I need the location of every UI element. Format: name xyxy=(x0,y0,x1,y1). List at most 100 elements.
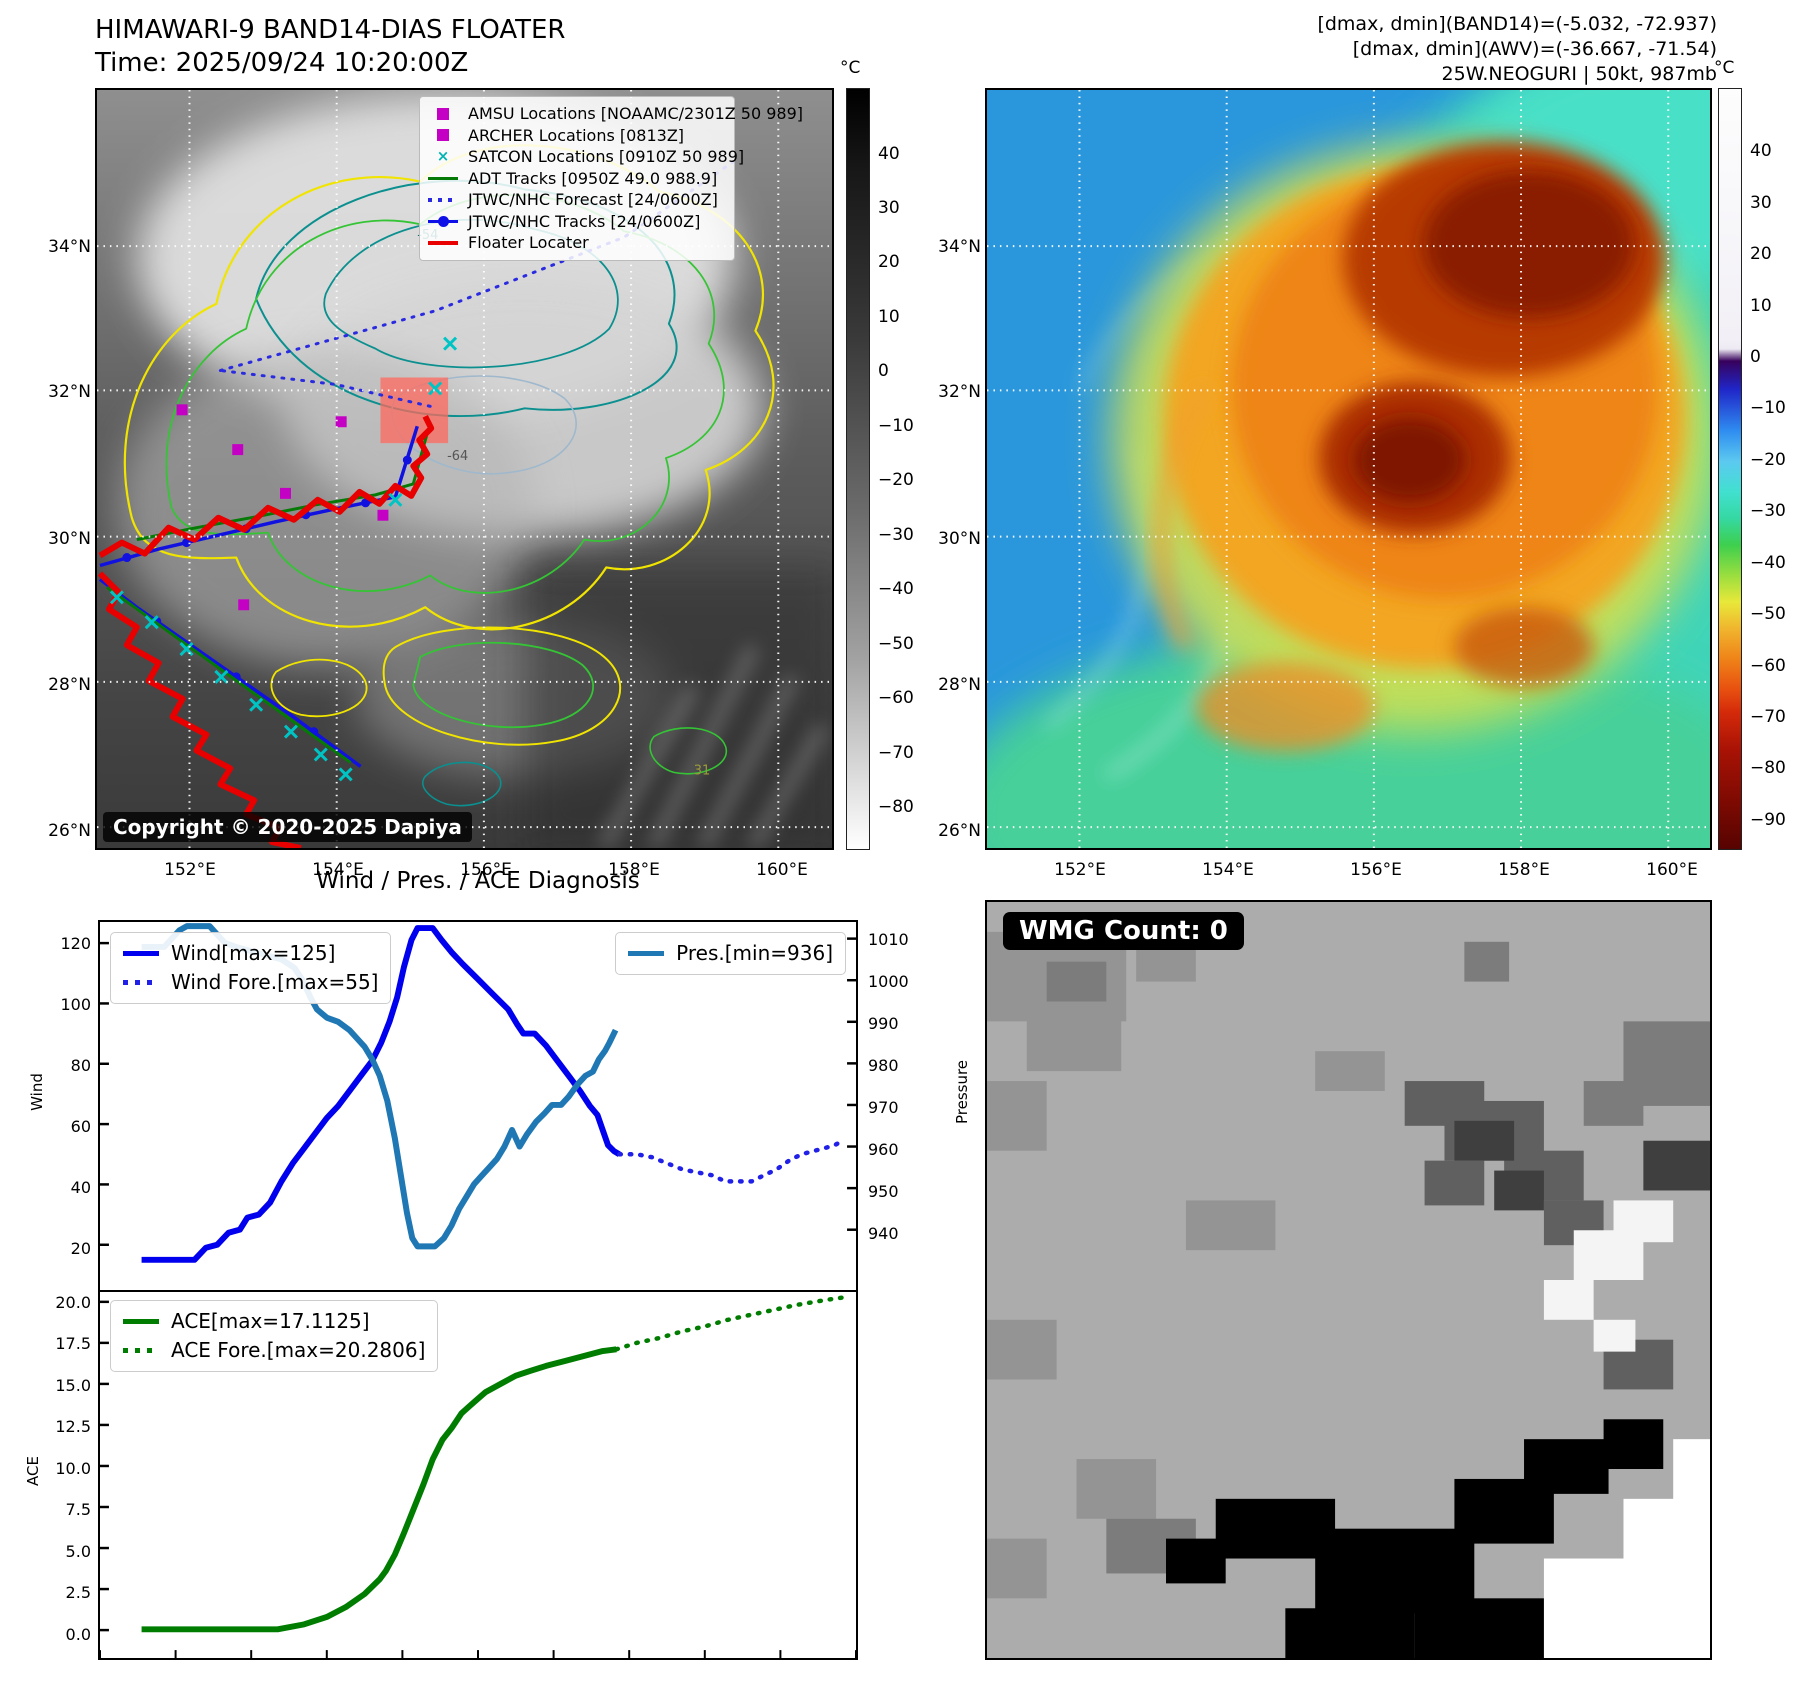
stat-awv: [dmax, dmin](AWV)=(-36.667, -71.54) xyxy=(1352,38,1717,60)
colorbar-tick-label: 0 xyxy=(1750,347,1761,367)
ace-line-icon xyxy=(123,1319,159,1324)
awv-map-panel: 34°N 32°N 30°N 28°N 26°N 152°E 154°E 156… xyxy=(938,88,1712,880)
legend-item: SATCON Locations [0910Z 50 989] xyxy=(428,146,744,168)
lon-label: 154°E xyxy=(1202,860,1254,880)
timestamp: Time: 2025/09/24 10:20:00Z xyxy=(95,48,469,78)
colorbar-tick-label: 10 xyxy=(1750,296,1772,316)
axis-tick-label: 990 xyxy=(868,1013,899,1033)
colorbar-tick-label: −70 xyxy=(878,743,914,763)
archer-square-icon xyxy=(428,129,458,141)
colorbar-tick-label: −70 xyxy=(1750,707,1786,727)
legend-item: ARCHER Locations [0813Z] xyxy=(428,125,726,147)
contour-label: -64 xyxy=(447,449,468,464)
ace-legend: ACE[max=17.1125] ACE Fore.[max=20.2806] xyxy=(110,1300,439,1372)
chart-title: Wind / Pres. / ACE Diagnosis xyxy=(316,868,640,894)
awv-map-art xyxy=(987,90,1710,848)
forecast-dotted-icon xyxy=(428,198,458,202)
colorbar-tick-label: −30 xyxy=(1750,501,1786,521)
wind-line-icon xyxy=(123,951,159,956)
lon-label: 156°E xyxy=(1350,860,1402,880)
ace-plot xyxy=(100,1295,856,1658)
lat-label: 26°N xyxy=(48,821,91,841)
contour-label: 31 xyxy=(694,763,710,778)
axis-tick-label: 940 xyxy=(868,1224,899,1244)
axis-tick-label: 5.0 xyxy=(65,1541,91,1561)
band14-map-panel: -54 -64 31 xyxy=(48,88,834,880)
adt-line-icon xyxy=(428,176,458,180)
amsu-archer-squares xyxy=(176,404,389,611)
axis-tick-label: 17.5 xyxy=(55,1334,91,1354)
axis-tick-label: 100 xyxy=(60,995,91,1015)
ace-axis-label: ACE xyxy=(23,1456,42,1486)
colorbar-tick-label: −40 xyxy=(1750,553,1786,573)
axis-tick-label: 80 xyxy=(70,1056,91,1076)
map-legend: AMSU Locations [NOAAMC/2301Z 50 989] ARC… xyxy=(419,96,803,261)
colorbar-tick-label: 10 xyxy=(878,307,900,327)
ace-forecast-dotted-icon xyxy=(123,1348,159,1353)
ace-chart: ACE[max=17.1125] ACE Fore.[max=20.2806] … xyxy=(55,1290,858,1660)
legend-item: Floater Locater xyxy=(428,232,726,254)
lat-label: 30°N xyxy=(938,529,981,549)
colorbar-tick-label: −60 xyxy=(878,688,914,708)
axis-tick-label: 12.5 xyxy=(55,1417,91,1437)
legend-item: ADT Tracks [0950Z 49.0 988.9] xyxy=(428,168,726,190)
series-solid xyxy=(141,925,621,1263)
axis-tick-label: 980 xyxy=(868,1055,899,1075)
colorbar-tick-label: 40 xyxy=(1750,141,1772,161)
copyright-badge: Copyright © 2020-2025 Dapiya xyxy=(103,812,472,842)
series-dotted xyxy=(614,1295,847,1352)
satcon-x-markers xyxy=(109,336,458,782)
pressure-line-icon xyxy=(628,951,665,956)
colorbar-unit: °C xyxy=(1714,58,1735,78)
lon-label: 152°E xyxy=(164,860,216,880)
wind-legend: Wind[max=125] Wind Fore.[max=55] xyxy=(110,932,392,1004)
lat-label: 34°N xyxy=(938,237,981,257)
wind-axis-label: Wind xyxy=(27,1073,46,1111)
colorbar-tick-label: −30 xyxy=(878,525,914,545)
colorbar-unit: °C xyxy=(840,58,861,78)
axis-tick-label: 0.0 xyxy=(65,1624,91,1644)
header-right: [dmax, dmin](BAND14)=(-5.032, -72.937) [… xyxy=(1317,12,1717,87)
lat-label: 34°N xyxy=(48,237,91,257)
lat-label: 32°N xyxy=(48,382,91,402)
lat-label: 30°N xyxy=(48,529,91,549)
colorbar-tick-label: −40 xyxy=(878,579,914,599)
colorbar-tick-label: 0 xyxy=(878,361,889,381)
axis-tick-label: 10.0 xyxy=(55,1458,91,1478)
axis-tick-label: 120 xyxy=(60,934,91,954)
floater-track-line xyxy=(98,414,435,559)
lat-label: 28°N xyxy=(938,675,981,695)
awv-colorbar xyxy=(1718,88,1742,850)
axis-tick-label: 7.5 xyxy=(65,1500,91,1520)
colorbar-tick-label: 20 xyxy=(878,252,900,272)
colorbar-tick-label: −60 xyxy=(1750,656,1786,676)
floater-line-icon xyxy=(428,240,458,245)
lat-label: 26°N xyxy=(938,821,981,841)
colorbar-tick-label: 30 xyxy=(878,198,900,218)
colorbar-tick-label: −90 xyxy=(1750,810,1786,830)
wmg-count-badge: WMG Count: 0 xyxy=(1003,912,1244,950)
axis-tick-label: 20 xyxy=(70,1239,91,1259)
axis-tick-label: 960 xyxy=(868,1139,899,1159)
colorbar-tick-label: −50 xyxy=(1750,604,1786,624)
colorbar-tick-label: −20 xyxy=(1750,450,1786,470)
pressure-axis-label: Pressure xyxy=(953,1059,972,1125)
axis-tick-label: 60 xyxy=(70,1117,91,1137)
colorbar-tick-label: 30 xyxy=(1750,193,1772,213)
colorbar-tick-label: −20 xyxy=(878,470,914,490)
axis-tick-label: 15.0 xyxy=(55,1375,91,1395)
colorbar-tick-label: 20 xyxy=(1750,244,1772,264)
colorbar-tick-label: −10 xyxy=(878,416,914,436)
page-title: HIMAWARI-9 BAND14-DIAS FLOATER xyxy=(95,15,566,45)
lon-label: 160°E xyxy=(1646,860,1698,880)
legend-item: JTWC/NHC Tracks [24/0600Z] xyxy=(428,211,726,233)
colorbar-tick-label: −80 xyxy=(1750,758,1786,778)
legend-item: JTWC/NHC Forecast [24/0600Z] xyxy=(428,189,726,211)
wind-pressure-chart: Wind[max=125] Wind Fore.[max=55] Pres.[m… xyxy=(60,920,909,1292)
axis-tick-label: 950 xyxy=(868,1182,899,1202)
band14-colorbar xyxy=(846,88,870,850)
lat-label: 32°N xyxy=(938,382,981,402)
pressure-legend: Pres.[min=936] xyxy=(615,932,846,975)
jtwc-track-line xyxy=(99,425,419,568)
